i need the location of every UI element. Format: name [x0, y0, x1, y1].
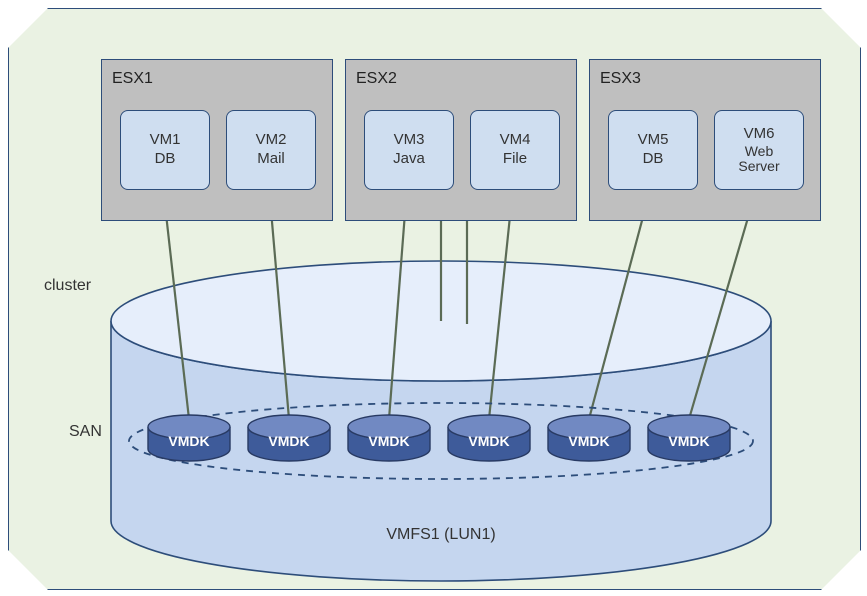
vm-box: VM2Mail	[226, 110, 316, 190]
vmdk-label: VMDK	[468, 433, 509, 449]
san-label: SAN	[69, 423, 102, 441]
vm-box: VM3Java	[364, 110, 454, 190]
vmdk-disk: VMDK	[448, 415, 530, 461]
vm-name: VM1	[150, 131, 181, 150]
vm-box: VM6WebServer	[714, 110, 804, 190]
vm-box: VM4File	[470, 110, 560, 190]
esx-title: ESX3	[600, 70, 641, 88]
vmdk-label: VMDK	[168, 433, 209, 449]
vmdk-label: VMDK	[568, 433, 609, 449]
vm-role: Java	[393, 150, 425, 169]
esx-title: ESX2	[356, 70, 397, 88]
vmdk-disk: VMDK	[548, 415, 630, 461]
diagram-canvas: cluster SAN VMDK VMDK VMDK VMDK VMDK VMDK VMFS…	[8, 8, 861, 590]
vm-box: VM1DB	[120, 110, 210, 190]
vmdk-disk: VMDK	[248, 415, 330, 461]
vm-name: VM3	[394, 131, 425, 150]
vmfs-label: VMFS1 (LUN1)	[386, 526, 495, 543]
vm-name: VM4	[500, 131, 531, 150]
vmdk-label: VMDK	[668, 433, 709, 449]
vmdk-disk: VMDK	[348, 415, 430, 461]
esx-host-3: ESX3VM5DBVM6WebServer	[589, 59, 821, 221]
vm-box: VM5DB	[608, 110, 698, 190]
vm-name: VM2	[256, 131, 287, 150]
vm-name: VM6	[744, 125, 775, 144]
vm-role: DB	[643, 150, 664, 169]
vm-role: WebServer	[738, 144, 779, 175]
esx-host-2: ESX2VM3JavaVM4File	[345, 59, 577, 221]
esx-title: ESX1	[112, 70, 153, 88]
cluster-label: cluster	[44, 277, 91, 295]
vm-role: File	[503, 150, 527, 169]
vm-role: DB	[155, 150, 176, 169]
vmdk-disk: VMDK	[148, 415, 230, 461]
vmdk-label: VMDK	[368, 433, 409, 449]
vm-name: VM5	[638, 131, 669, 150]
vm-role: Mail	[257, 150, 285, 169]
vmdk-label: VMDK	[268, 433, 309, 449]
esx-host-1: ESX1VM1DBVM2Mail	[101, 59, 333, 221]
vmdk-disk: VMDK	[648, 415, 730, 461]
